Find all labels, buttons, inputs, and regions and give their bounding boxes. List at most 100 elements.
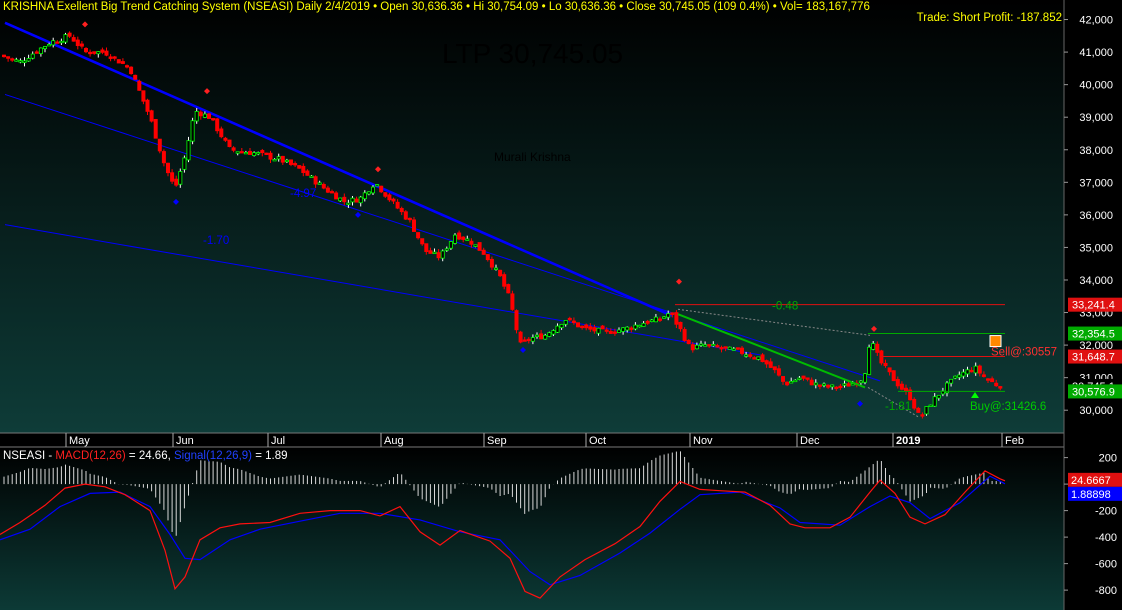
candle-body bbox=[690, 344, 695, 351]
candle-body bbox=[518, 331, 523, 343]
level-label: 33,241.4 bbox=[1072, 300, 1115, 312]
macd-y-tick-label: -600 bbox=[1095, 559, 1117, 571]
candle-body bbox=[539, 333, 544, 340]
level-label-box bbox=[1068, 384, 1122, 399]
macd-y-tick-label: 200 bbox=[1099, 453, 1117, 465]
fractal-high-marker bbox=[871, 325, 877, 332]
candle-body bbox=[436, 252, 441, 259]
candle-body bbox=[178, 171, 183, 185]
candle-body bbox=[411, 219, 416, 232]
candle-body bbox=[797, 377, 802, 380]
candle-body bbox=[457, 232, 462, 240]
candle-body bbox=[555, 325, 560, 333]
candle-body bbox=[243, 151, 248, 155]
candle-body bbox=[522, 339, 527, 342]
candle-body bbox=[444, 248, 449, 251]
macd-value: = 24.66, bbox=[125, 450, 174, 462]
candle-body bbox=[206, 113, 211, 119]
candle-body bbox=[834, 386, 839, 390]
candle-body bbox=[149, 110, 154, 122]
candle-body bbox=[842, 383, 847, 386]
y-tick-label: 42,000 bbox=[1079, 15, 1113, 27]
candle-body bbox=[268, 152, 273, 160]
chart-annotation: Sell@:30557 bbox=[991, 347, 1057, 359]
candle-body bbox=[84, 47, 89, 53]
candle-body bbox=[264, 152, 269, 155]
candle-body bbox=[125, 65, 130, 68]
y-tick-label: 41,000 bbox=[1079, 47, 1113, 59]
candle-body bbox=[801, 375, 806, 379]
candle-body bbox=[920, 414, 925, 417]
candle-body bbox=[764, 360, 769, 365]
candle-body bbox=[535, 334, 540, 338]
x-tick-label: Jul bbox=[271, 435, 285, 447]
candle-body bbox=[194, 111, 199, 122]
candle-body bbox=[674, 312, 679, 325]
candle-body bbox=[219, 128, 224, 138]
candle-body bbox=[190, 120, 195, 142]
candle-body bbox=[358, 196, 363, 204]
candle-body bbox=[96, 51, 101, 55]
candle-body bbox=[129, 66, 134, 75]
candle-body bbox=[276, 156, 281, 160]
candle-body bbox=[645, 320, 650, 324]
candle-body bbox=[55, 41, 60, 44]
candle-body bbox=[715, 345, 720, 348]
candle-body bbox=[768, 361, 773, 368]
candle-body bbox=[473, 244, 478, 247]
candle-body bbox=[6, 56, 11, 59]
candle-body bbox=[543, 334, 548, 340]
candle-body bbox=[662, 316, 667, 319]
candle-body bbox=[744, 354, 749, 357]
candle-body bbox=[239, 151, 244, 154]
candle-body bbox=[576, 322, 581, 328]
candle-body bbox=[223, 137, 228, 141]
candle-body bbox=[600, 325, 605, 330]
candle-body bbox=[252, 152, 257, 156]
level-label-box bbox=[1068, 349, 1122, 364]
candle-body bbox=[694, 344, 699, 350]
candle-body bbox=[428, 250, 433, 254]
candle-body bbox=[202, 113, 207, 118]
candle-body bbox=[133, 74, 138, 80]
candle-body bbox=[740, 347, 745, 354]
candle-body bbox=[867, 346, 872, 375]
x-tick-label: Aug bbox=[384, 435, 404, 447]
candle-body bbox=[399, 208, 404, 213]
candle-body bbox=[781, 376, 786, 382]
macd-value-box bbox=[1068, 486, 1122, 501]
candle-body bbox=[227, 139, 232, 148]
signal-line bbox=[0, 475, 1006, 586]
candle-body bbox=[391, 198, 396, 202]
candle-body bbox=[748, 354, 753, 357]
macd-y-tick-label: -400 bbox=[1095, 532, 1117, 544]
x-tick-label: Nov bbox=[693, 435, 713, 447]
candle-body bbox=[608, 331, 613, 334]
candle-body bbox=[481, 249, 486, 255]
candle-body bbox=[338, 197, 343, 202]
candle-body bbox=[596, 327, 601, 334]
chart-annotation: Buy@:31426.6 bbox=[970, 401, 1046, 413]
x-tick-label: Feb bbox=[1005, 435, 1024, 447]
candle-body bbox=[998, 386, 1003, 389]
candle-body bbox=[986, 378, 991, 381]
candle-body bbox=[14, 59, 19, 62]
candle-body bbox=[272, 159, 277, 162]
candle-body bbox=[514, 310, 519, 331]
dotted-line bbox=[677, 308, 871, 336]
candle-body bbox=[752, 357, 757, 360]
candle-body bbox=[973, 365, 978, 374]
candle-body bbox=[510, 293, 515, 310]
candle-body bbox=[22, 60, 27, 64]
trend-line bbox=[4, 93, 881, 382]
candle-body bbox=[34, 51, 39, 54]
candle-body bbox=[424, 243, 429, 252]
candle-body bbox=[637, 324, 642, 328]
candle-body bbox=[79, 43, 84, 47]
candle-body bbox=[112, 56, 117, 59]
candle-body bbox=[92, 51, 97, 54]
y-tick-label: 36,000 bbox=[1079, 210, 1113, 222]
candle-body bbox=[297, 165, 302, 169]
candle-body bbox=[981, 374, 986, 377]
fractal-low-marker bbox=[857, 400, 863, 407]
